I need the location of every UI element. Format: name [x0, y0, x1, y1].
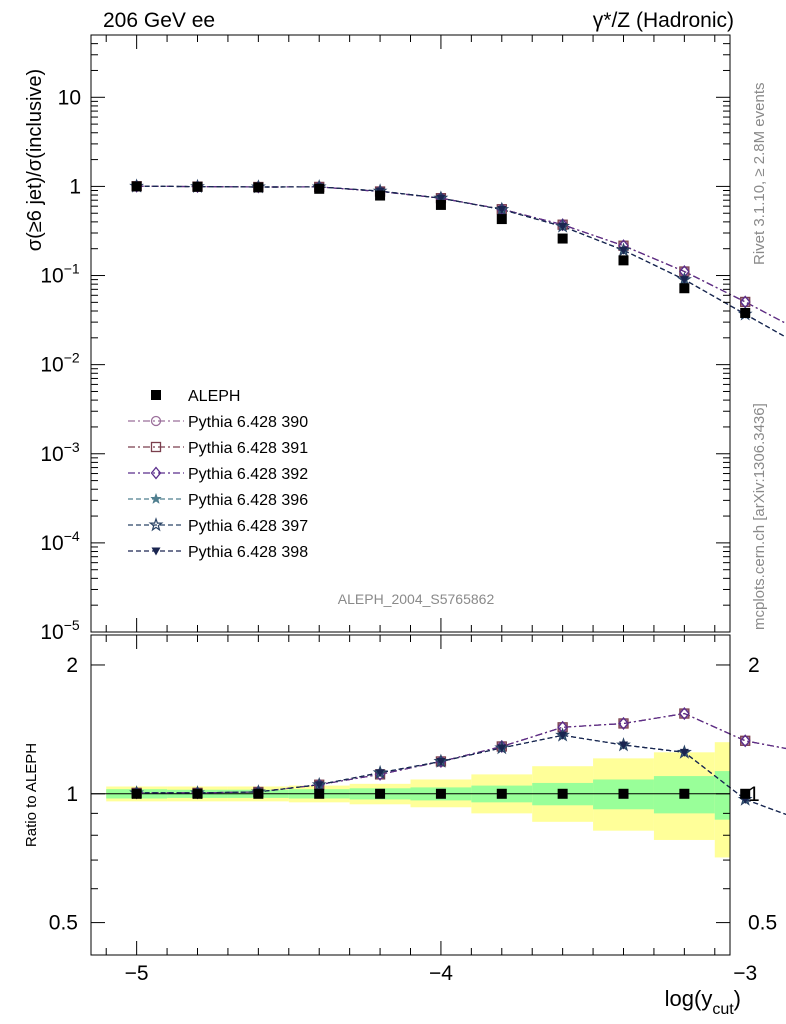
- series-point-ratio: [679, 748, 689, 757]
- data-point: [496, 214, 507, 225]
- legend-data-marker: [151, 390, 161, 400]
- series-point-main: [436, 194, 446, 203]
- y-tick-label: 10: [58, 86, 81, 109]
- legend-label: ALEPH: [188, 388, 240, 405]
- series-point-main: [497, 206, 507, 215]
- legend-marker: [151, 547, 161, 556]
- series-point-ratio: [436, 757, 446, 766]
- data-point-ratio: [131, 788, 142, 799]
- data-point: [192, 181, 203, 192]
- ratio-y-axis-label: Ratio to ALEPH: [23, 743, 40, 847]
- header-left-label: 206 GeV ee: [103, 9, 215, 32]
- main-x-axis: [105, 35, 716, 632]
- legend-label: Pythia 6.428 396: [188, 492, 308, 509]
- y-tick-label: 10−2: [40, 350, 80, 377]
- legend: ALEPH Pythia 6.428 390 Pythia 6.428 391 Pyt…: [128, 388, 308, 561]
- legend-label: Pythia 6.428 390: [188, 414, 308, 431]
- ratio-x-axis: −5 −4 −3: [105, 635, 757, 985]
- series-point-ratio: [679, 707, 690, 721]
- legend-label: Pythia 6.428 391: [188, 440, 308, 457]
- main-y-axis-label: σ(≥6 jet)/σ(inclusive): [24, 69, 46, 251]
- data-point-ratio: [618, 788, 629, 799]
- ratio-y-tick-label-right: 1: [748, 783, 760, 806]
- header-right-label: γ*/Z (Hadronic): [593, 9, 734, 32]
- data-point-ratio: [496, 788, 507, 799]
- ratio-y-tick-label-right: 2: [748, 654, 760, 677]
- y-tick-label: 10−3: [40, 439, 80, 466]
- data-point: [314, 183, 325, 194]
- data-point: [618, 255, 629, 266]
- series-point-ratio: [739, 734, 751, 748]
- ratio-y-tick-label-left: 0.5: [49, 912, 78, 935]
- data-point-ratio: [253, 788, 264, 799]
- series-point-ratio: [619, 741, 628, 750]
- legend-marker: [148, 517, 164, 532]
- data-point: [435, 199, 446, 210]
- legend-label: Pythia 6.428 398: [188, 544, 308, 561]
- rivet-version-label: Rivet 3.1.10, ≥ 2.8M events: [751, 83, 768, 266]
- x-tick-label: −4: [429, 962, 453, 985]
- data-point-ratio: [435, 788, 446, 799]
- y-tick-label: 10−5: [40, 617, 80, 644]
- series-point-ratio: [558, 731, 568, 740]
- ratio-y-tick-label-left: 1: [66, 783, 78, 806]
- uncertainty-band-green: [714, 771, 730, 820]
- ratio-panel: 0.5 0.5 1 1 2 2 −5 −4 −3 Ratio to ALEPH: [23, 634, 786, 985]
- data-point: [253, 182, 264, 193]
- series-point-ratio: [375, 769, 385, 778]
- data-point-ratio: [679, 788, 690, 799]
- legend-marker: [150, 441, 162, 453]
- legend-marker: [150, 492, 162, 505]
- data-point-ratio: [192, 788, 203, 799]
- series-point-ratio: [740, 735, 751, 746]
- data-point: [679, 283, 690, 294]
- series-point-main: [558, 222, 568, 231]
- series-point-main: [619, 246, 628, 255]
- main-y-axis: 10−5 10−4 10−3 10−2 10−1 1 10: [40, 34, 730, 644]
- analysis-watermark: ALEPH_2004_S5765862: [338, 591, 495, 607]
- ratio-y-axis: 0.5 0.5 1 1 2 2: [49, 654, 777, 935]
- series-point-main: [679, 276, 689, 285]
- y-tick-label: 1: [69, 175, 81, 198]
- x-tick-label: −3: [733, 962, 757, 985]
- series-point-ratio: [314, 781, 324, 790]
- y-tick-label: 10−4: [40, 528, 80, 555]
- ratio-y-tick-label-right: 0.5: [748, 912, 777, 935]
- legend-marker: [150, 415, 162, 427]
- legend-marker: [150, 466, 162, 480]
- series-point-ratio: [618, 716, 629, 730]
- main-panel: 10−5 10−4 10−3 10−2 10−1 1 10 σ(≥6 jet)/σ(incl…: [24, 34, 786, 644]
- x-tick-label: −5: [125, 962, 149, 985]
- data-point: [131, 181, 142, 192]
- legend-label: Pythia 6.428 397: [188, 518, 308, 535]
- y-tick-label: 10−1: [40, 261, 80, 288]
- ratio-plot-area: [91, 707, 786, 858]
- main-panel-frame: [90, 34, 731, 633]
- series-point-ratio: [497, 744, 507, 753]
- data-point: [557, 233, 568, 244]
- x-axis-label: log(ycut): [665, 986, 741, 1018]
- main-plot-area: [129, 178, 786, 338]
- mcplots-label: mcplots.cern.ch [arXiv:1306.3436]: [751, 403, 768, 630]
- data-point-ratio: [557, 788, 568, 799]
- data-point: [375, 190, 386, 201]
- series-point-main: [740, 296, 751, 308]
- data-point: [740, 307, 751, 318]
- legend-label: Pythia 6.428 392: [188, 466, 308, 483]
- data-point-ratio: [740, 788, 751, 799]
- data-point-ratio: [375, 788, 386, 799]
- ratio-y-tick-label-left: 2: [66, 654, 78, 677]
- data-point-ratio: [314, 788, 325, 799]
